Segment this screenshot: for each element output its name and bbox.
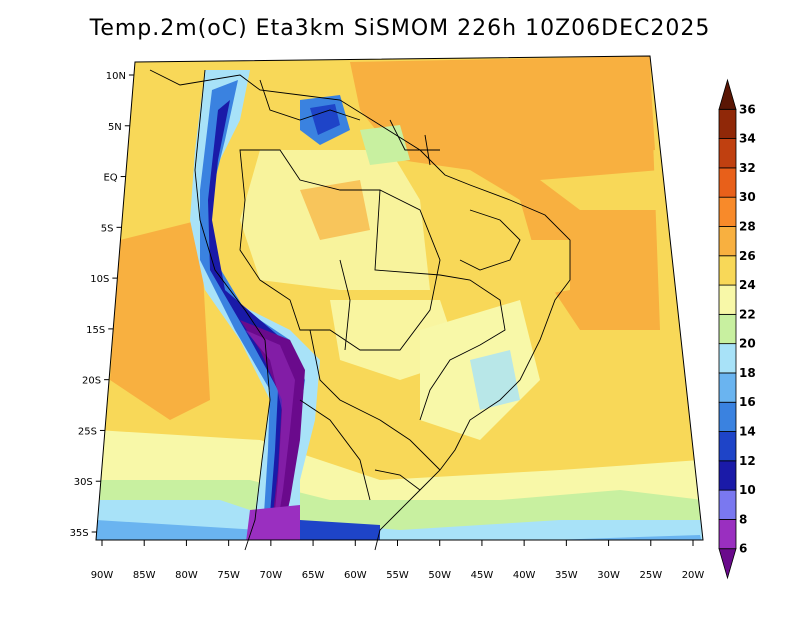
colorbar-segment [718, 196, 737, 227]
lat-tick-label: 5S [101, 223, 114, 234]
lon-tick-label: 25W [639, 570, 662, 581]
colorbar-label: 36 [739, 102, 756, 116]
colorbar-label: 28 [739, 219, 756, 233]
colorbar-label: 16 [739, 395, 756, 409]
longitude-ticks: 90W 85W 80W 75W 70W 65W 60W 55W 50W 45W 40W 35W 30W 2… [91, 540, 705, 581]
lon-tick-label: 50W [428, 570, 451, 581]
colorbar-label: 8 [739, 512, 747, 526]
colorbar-segment [718, 343, 737, 374]
latitude-ticks: 10N 5N EQ 5S 10S 15S 20S 25S 30S 35S [70, 71, 134, 539]
colorbar-segment [718, 460, 737, 491]
colorbar-label: 30 [739, 190, 756, 204]
lon-tick-label: 90W [91, 570, 114, 581]
map-title: Temp.2m(oC) Eta3km SiSMOM 226h 10Z06DEC2… [89, 16, 711, 41]
lon-tick-label: 20W [682, 570, 705, 581]
colorbar-label: 10 [739, 483, 756, 497]
lon-tick-label: 55W [386, 570, 409, 581]
lat-tick-label: 5N [108, 122, 122, 133]
colorbar-segment [718, 489, 737, 520]
lat-tick-label: 35S [70, 528, 89, 539]
lat-tick-label: 25S [78, 426, 97, 437]
lon-tick-label: 45W [471, 570, 494, 581]
colorbar-segment [718, 548, 737, 580]
colorbar-segment [718, 255, 737, 286]
lon-tick-label: 35W [555, 570, 578, 581]
colorbar-label: 26 [739, 249, 756, 263]
lat-tick-label: 10S [90, 274, 109, 285]
lat-tick-label: 30S [74, 477, 93, 488]
lon-tick-label: 80W [175, 570, 198, 581]
lon-tick-label: 60W [344, 570, 367, 581]
colorbar-label: 34 [739, 132, 756, 146]
lon-tick-label: 85W [133, 570, 156, 581]
colorbar-label: 12 [739, 454, 756, 468]
colorbar-label: 22 [739, 307, 756, 321]
lat-tick-label: EQ [103, 173, 117, 184]
map-frame [95, 55, 704, 541]
colorbar-segment [718, 284, 737, 315]
colorbar-segment [718, 519, 737, 550]
country-borders [149, 69, 571, 551]
lat-tick-label: 10N [106, 71, 126, 82]
lat-tick-label: 15S [86, 325, 105, 336]
colorbar-label: 20 [739, 337, 756, 351]
colorbar-label: 14 [739, 425, 756, 439]
lat-tick-label: 20S [82, 376, 101, 387]
lon-tick-label: 65W [302, 570, 325, 581]
colorbar-label: 24 [739, 278, 756, 292]
colorbar-segment [718, 372, 737, 403]
colorbar-label: 6 [739, 542, 747, 556]
lon-tick-label: 75W [217, 570, 240, 581]
colorbar-segment [718, 167, 737, 198]
colorbar-segment [718, 313, 737, 345]
colorbar-segment [718, 431, 737, 462]
colorbar: 6 8 10 12 14 16 18 20 22 24 26 28 30 32 34 36 [718, 78, 756, 580]
lon-tick-label: 30W [597, 570, 620, 581]
colorbar-segment [718, 78, 737, 110]
lon-tick-label: 70W [260, 570, 283, 581]
colorbar-label: 18 [739, 366, 756, 380]
colorbar-segment [718, 401, 737, 432]
colorbar-segment [718, 108, 737, 139]
colorbar-segment [718, 138, 737, 169]
colorbar-label: 32 [739, 161, 756, 175]
lon-tick-label: 40W [513, 570, 536, 581]
colorbar-segment [718, 226, 737, 257]
